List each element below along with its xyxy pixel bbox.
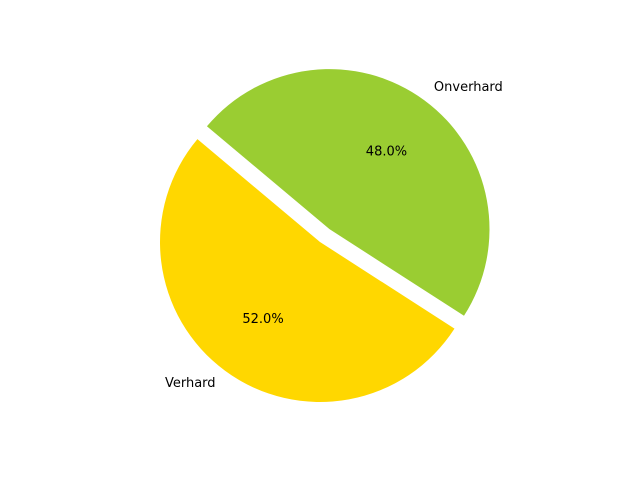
pie-category-label-verhard: Verhard xyxy=(165,376,216,391)
pie-category-label-onverhard: Onverhard xyxy=(434,80,503,95)
pie-pct-label-verhard: 52.0% xyxy=(242,312,283,327)
pie-pct-label-onverhard: 48.0% xyxy=(366,144,407,159)
pie-slice-onverhard xyxy=(206,69,490,316)
pie-slice-verhard xyxy=(160,139,455,402)
